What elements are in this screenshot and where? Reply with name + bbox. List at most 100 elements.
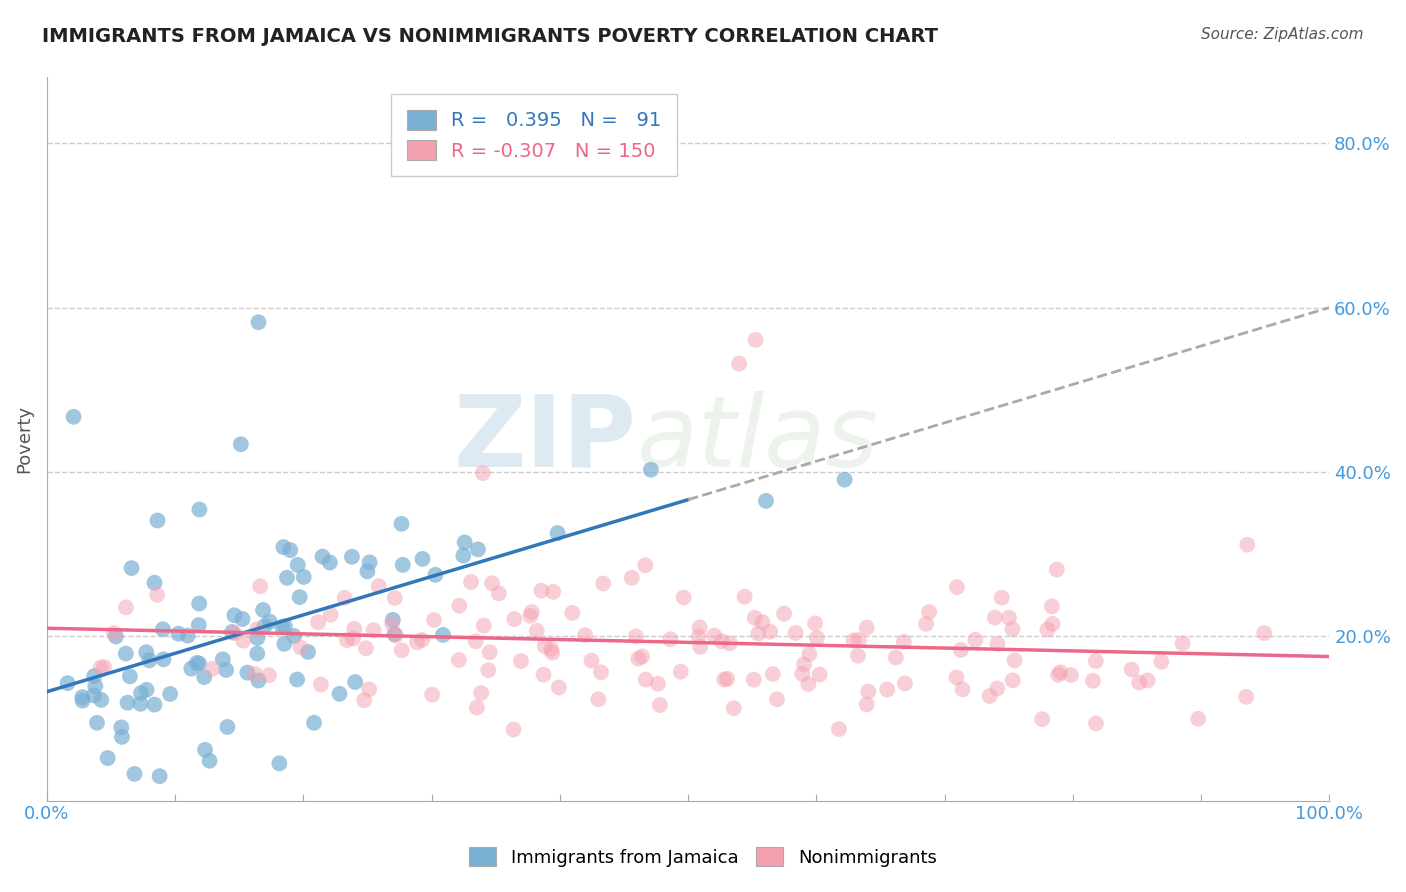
Point — [247, 673, 270, 688]
Point — [311, 549, 333, 564]
Point — [453, 549, 475, 563]
Point — [998, 610, 1021, 624]
Point — [231, 612, 253, 626]
Point — [288, 590, 311, 604]
Point — [449, 599, 471, 613]
Point — [581, 654, 603, 668]
Point — [146, 588, 169, 602]
Point — [979, 689, 1001, 703]
Point — [624, 630, 647, 644]
Point — [278, 543, 301, 558]
Point — [949, 643, 972, 657]
Point — [103, 626, 125, 640]
Point — [454, 535, 477, 549]
Point — [478, 645, 501, 659]
Point — [986, 637, 1008, 651]
Point — [273, 637, 295, 651]
Point — [470, 686, 492, 700]
Point — [799, 647, 821, 661]
Point — [1081, 673, 1104, 688]
Point — [797, 677, 820, 691]
Point — [533, 667, 555, 681]
Point — [391, 558, 413, 572]
Point — [344, 675, 367, 690]
Point — [290, 640, 312, 655]
Point — [808, 667, 831, 681]
Point — [194, 743, 217, 757]
Point — [718, 636, 741, 650]
Point — [215, 663, 238, 677]
Point — [460, 574, 482, 589]
Point — [488, 586, 510, 600]
Point — [634, 673, 657, 687]
Point — [56, 676, 79, 690]
Point — [412, 552, 434, 566]
Point — [246, 631, 269, 645]
Point — [723, 701, 745, 715]
Point — [834, 473, 856, 487]
Point — [734, 590, 756, 604]
Point — [149, 769, 172, 783]
Point — [292, 570, 315, 584]
Point — [188, 502, 211, 516]
Point — [1187, 712, 1209, 726]
Point — [842, 633, 865, 648]
Point — [672, 591, 695, 605]
Point — [751, 615, 773, 629]
Point — [773, 607, 796, 621]
Point — [1060, 668, 1083, 682]
Point — [744, 611, 766, 625]
Point — [224, 608, 246, 623]
Point — [855, 698, 877, 712]
Point — [333, 591, 356, 605]
Point — [785, 626, 807, 640]
Point — [1001, 622, 1024, 636]
Point — [893, 634, 915, 648]
Point — [381, 613, 404, 627]
Point — [222, 626, 245, 640]
Point — [217, 720, 239, 734]
Point — [710, 634, 733, 648]
Point — [356, 565, 378, 579]
Point — [198, 754, 221, 768]
Point — [115, 600, 138, 615]
Point — [1128, 675, 1150, 690]
Point — [307, 615, 329, 630]
Point — [118, 669, 141, 683]
Point — [176, 629, 198, 643]
Point — [1236, 538, 1258, 552]
Legend: R =   0.395   N =   91, R = -0.307   N = 150: R = 0.395 N = 91, R = -0.307 N = 150 — [391, 95, 678, 177]
Point — [1171, 636, 1194, 650]
Point — [1031, 712, 1053, 726]
Point — [143, 575, 166, 590]
Point — [648, 698, 671, 712]
Point — [363, 624, 385, 638]
Point — [689, 640, 711, 654]
Point — [792, 667, 814, 681]
Point — [246, 647, 269, 661]
Point — [915, 616, 938, 631]
Point — [986, 681, 1008, 696]
Point — [1001, 673, 1024, 688]
Point — [221, 624, 243, 639]
Point — [143, 698, 166, 712]
Point — [713, 673, 735, 687]
Point — [1049, 665, 1071, 680]
Point — [728, 357, 751, 371]
Point — [634, 558, 657, 573]
Point — [918, 605, 941, 619]
Point — [129, 686, 152, 700]
Point — [72, 693, 94, 707]
Point — [274, 619, 297, 633]
Point — [669, 665, 692, 679]
Point — [1046, 562, 1069, 576]
Point — [540, 642, 562, 657]
Point — [1084, 654, 1107, 668]
Point — [742, 673, 765, 687]
Point — [259, 615, 281, 629]
Point — [703, 629, 725, 643]
Point — [104, 630, 127, 644]
Point — [343, 622, 366, 636]
Point — [353, 693, 375, 707]
Point — [84, 679, 107, 693]
